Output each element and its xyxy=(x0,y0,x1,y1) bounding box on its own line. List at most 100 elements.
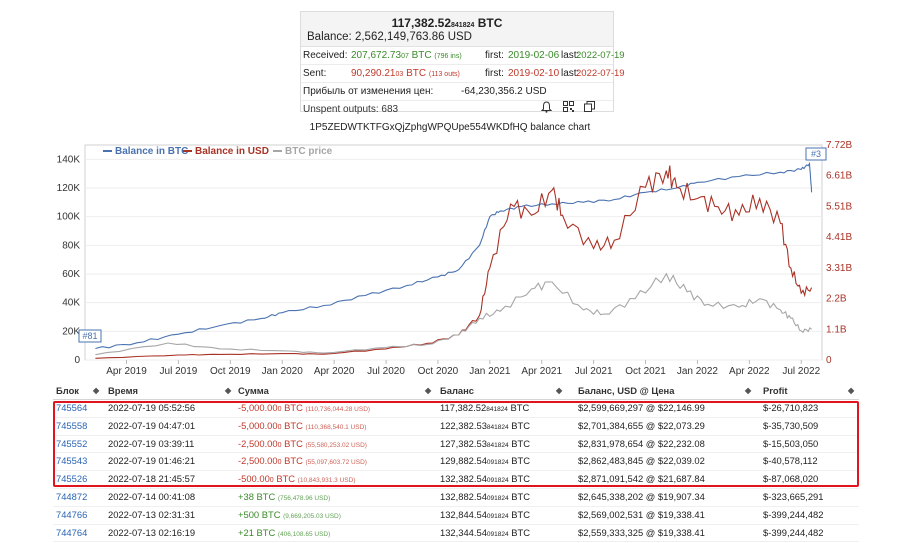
sent-count: (113 outs) xyxy=(428,71,460,78)
x-tick-label: Jul 2021 xyxy=(575,366,613,377)
header-block[interactable]: Блок xyxy=(56,383,79,399)
row-amount-usd: (110,368,540.1 USD) xyxy=(305,423,367,431)
x-tick-label: Oct 2019 xyxy=(210,366,251,377)
left-tick-label: 20K xyxy=(62,326,80,337)
header-profit[interactable]: Profit xyxy=(763,383,787,399)
row-balance-unit: BTC xyxy=(511,473,530,485)
block-link[interactable]: 745543 xyxy=(56,455,88,467)
profit-value: -64,230,356.2 USD xyxy=(461,86,547,97)
row-balance-usd: $2,871,091,542 @ $21,687.84 xyxy=(578,473,705,485)
row-amount-small: 0 xyxy=(277,459,282,467)
row-amount-small: 0 xyxy=(277,406,282,413)
qr-code-icon[interactable] xyxy=(563,101,574,118)
plot-area xyxy=(84,144,823,361)
x-tick-label: Oct 2021 xyxy=(625,366,666,377)
sort-icon[interactable]: ◆ xyxy=(556,386,563,395)
row-time: 2022-07-19 05:52:56 xyxy=(108,402,196,413)
row-balance-small: 841824 xyxy=(486,441,509,449)
series-line-0 xyxy=(95,161,813,350)
row-balance: 132,882.54091824 BTC xyxy=(440,489,530,508)
row-balance-unit: BTC xyxy=(511,526,530,538)
row-balance-small: 091824 xyxy=(486,459,509,467)
row-balance-value: 132,844.54 xyxy=(440,508,487,520)
copy-icon[interactable] xyxy=(584,101,595,118)
row-amount-usd: (110,736,044.28 USD) xyxy=(305,406,371,413)
right-tick-label: 2.2B xyxy=(826,294,847,305)
right-tick-label: 6.61B xyxy=(826,171,852,182)
received-first-label: first: xyxy=(485,50,504,61)
x-tick-label: Jul 2020 xyxy=(367,366,405,377)
row-balance-unit: BTC xyxy=(511,455,530,467)
row-amount-value: +500 xyxy=(238,508,260,520)
row-amount-usd: (9,669,205.03 USD) xyxy=(283,512,341,520)
block-link[interactable]: 745526 xyxy=(56,473,88,485)
row-balance-value: 122,382.53 xyxy=(440,419,487,431)
row-time: 2022-07-13 02:16:19 xyxy=(108,526,196,538)
row-amount-usd: (10,843,931.3 USD) xyxy=(297,477,356,485)
table-row: 745558 2022-07-19 04:47:01 -5,000.000 BTC … xyxy=(53,418,859,436)
received-label: Received: xyxy=(303,50,348,61)
row-balance-unit: BTC xyxy=(511,419,530,431)
row-amount: +38 BTC (756,478.96 USD) xyxy=(238,489,330,508)
legend-entry: BTC price xyxy=(285,146,333,157)
table-row: 745526 2022-07-18 21:45:57 -500.000 BTC (1… xyxy=(53,471,859,489)
block-link[interactable]: 745564 xyxy=(56,402,88,413)
left-tick-label: 120K xyxy=(57,183,81,194)
profit-label: Прибыль от изменения цен: xyxy=(303,86,434,97)
block-link[interactable]: 744764 xyxy=(56,526,88,538)
balance-chart: 0 20K 40K 60K 80K 100K 120K 140K 0 1.1B 2.2B 3.31B 4… xyxy=(57,140,853,377)
table-row: 745564 2022-07-19 05:52:56 -5,000.000 BTC … xyxy=(53,400,859,418)
row-balance: 132,382.54091824 BTC xyxy=(440,471,530,490)
row-amount-value: -500.00 xyxy=(238,473,270,485)
flag-start xyxy=(78,329,102,343)
received-last-date: 2022-07-19 xyxy=(576,50,625,61)
header-balance[interactable]: Баланс xyxy=(440,383,474,399)
x-tick-label: Jul 2019 xyxy=(160,366,198,377)
bell-icon[interactable] xyxy=(540,101,553,119)
received-row: Received: 207,672.7307 BTC (796 ins) fir… xyxy=(301,47,625,65)
transactions-table: Блок ◆ Время ◆ Сумма ◆ Баланс ◆ Баланс, … xyxy=(53,383,859,543)
block-link[interactable]: 744766 xyxy=(56,508,88,520)
sort-icon[interactable]: ◆ xyxy=(425,386,432,395)
row-profit: $-26,710,823 xyxy=(763,402,819,413)
header-balance-usd[interactable]: Баланс, USD @ Цена xyxy=(578,383,674,399)
row-balance-usd: $2,701,384,655 @ $22,073.29 xyxy=(578,419,705,431)
row-balance-value: 132,382.54 xyxy=(440,473,487,485)
sort-icon[interactable]: ◆ xyxy=(225,386,232,395)
row-amount-unit: BTC xyxy=(284,402,303,413)
row-amount-unit: BTC xyxy=(284,437,303,449)
profit-row: Прибыль от изменения цен: -64,230,356.2 … xyxy=(301,83,613,101)
sent-small: 03 xyxy=(395,71,404,78)
sent-first-date: 2019-02-10 xyxy=(508,68,560,79)
x-tick-label: Apr 2020 xyxy=(314,366,355,377)
balance-btc: 117,382.52841824 BTC xyxy=(307,16,607,30)
unspent-row: Unspent outputs: 683 xyxy=(301,101,613,118)
header-time[interactable]: Время xyxy=(108,383,138,399)
row-amount-unit: BTC xyxy=(284,419,303,431)
row-amount-unit: BTC xyxy=(256,490,276,502)
row-time: 2022-07-18 21:45:57 xyxy=(108,473,196,485)
sent-label: Sent: xyxy=(303,68,327,79)
block-link[interactable]: 744872 xyxy=(56,490,88,502)
sort-icon[interactable]: ◆ xyxy=(93,386,100,395)
row-balance-usd: $2,645,338,202 @ $19,907.34 xyxy=(578,490,705,502)
table-row: 744872 2022-07-14 00:41:08 +38 BTC (756,47… xyxy=(53,489,859,507)
block-link[interactable]: 745552 xyxy=(56,437,88,449)
row-time: 2022-07-14 00:41:08 xyxy=(108,490,196,502)
row-balance-unit: BTC xyxy=(511,437,530,449)
x-tick-label: Jan 2022 xyxy=(677,366,719,377)
right-tick-label: 1.1B xyxy=(826,324,847,335)
row-amount: +500 BTC (9,669,205.03 USD) xyxy=(238,507,341,526)
summary-header: 117,382.52841824 BTC Balance: 2,562,149,… xyxy=(301,12,613,47)
received-amount: 207,672.7307 BTC (796 ins) xyxy=(351,47,462,65)
balance-btc-value: 117,382.52 xyxy=(391,16,452,30)
row-amount-usd: (406,108.65 USD) xyxy=(277,530,331,538)
sort-icon[interactable]: ◆ xyxy=(745,386,752,395)
row-amount-unit: BTC xyxy=(276,473,296,485)
block-link[interactable]: 745558 xyxy=(56,419,88,431)
sort-icon[interactable]: ◆ xyxy=(848,386,855,395)
header-amount[interactable]: Сумма xyxy=(238,383,269,399)
chart-title: 1P5ZEDWTKTFGxQjZphgWPQUpe554WKDfHQ balan… xyxy=(309,122,591,133)
balance-btc-unit: BTC xyxy=(477,16,503,30)
x-tick-label: Jul 2022 xyxy=(782,366,820,377)
